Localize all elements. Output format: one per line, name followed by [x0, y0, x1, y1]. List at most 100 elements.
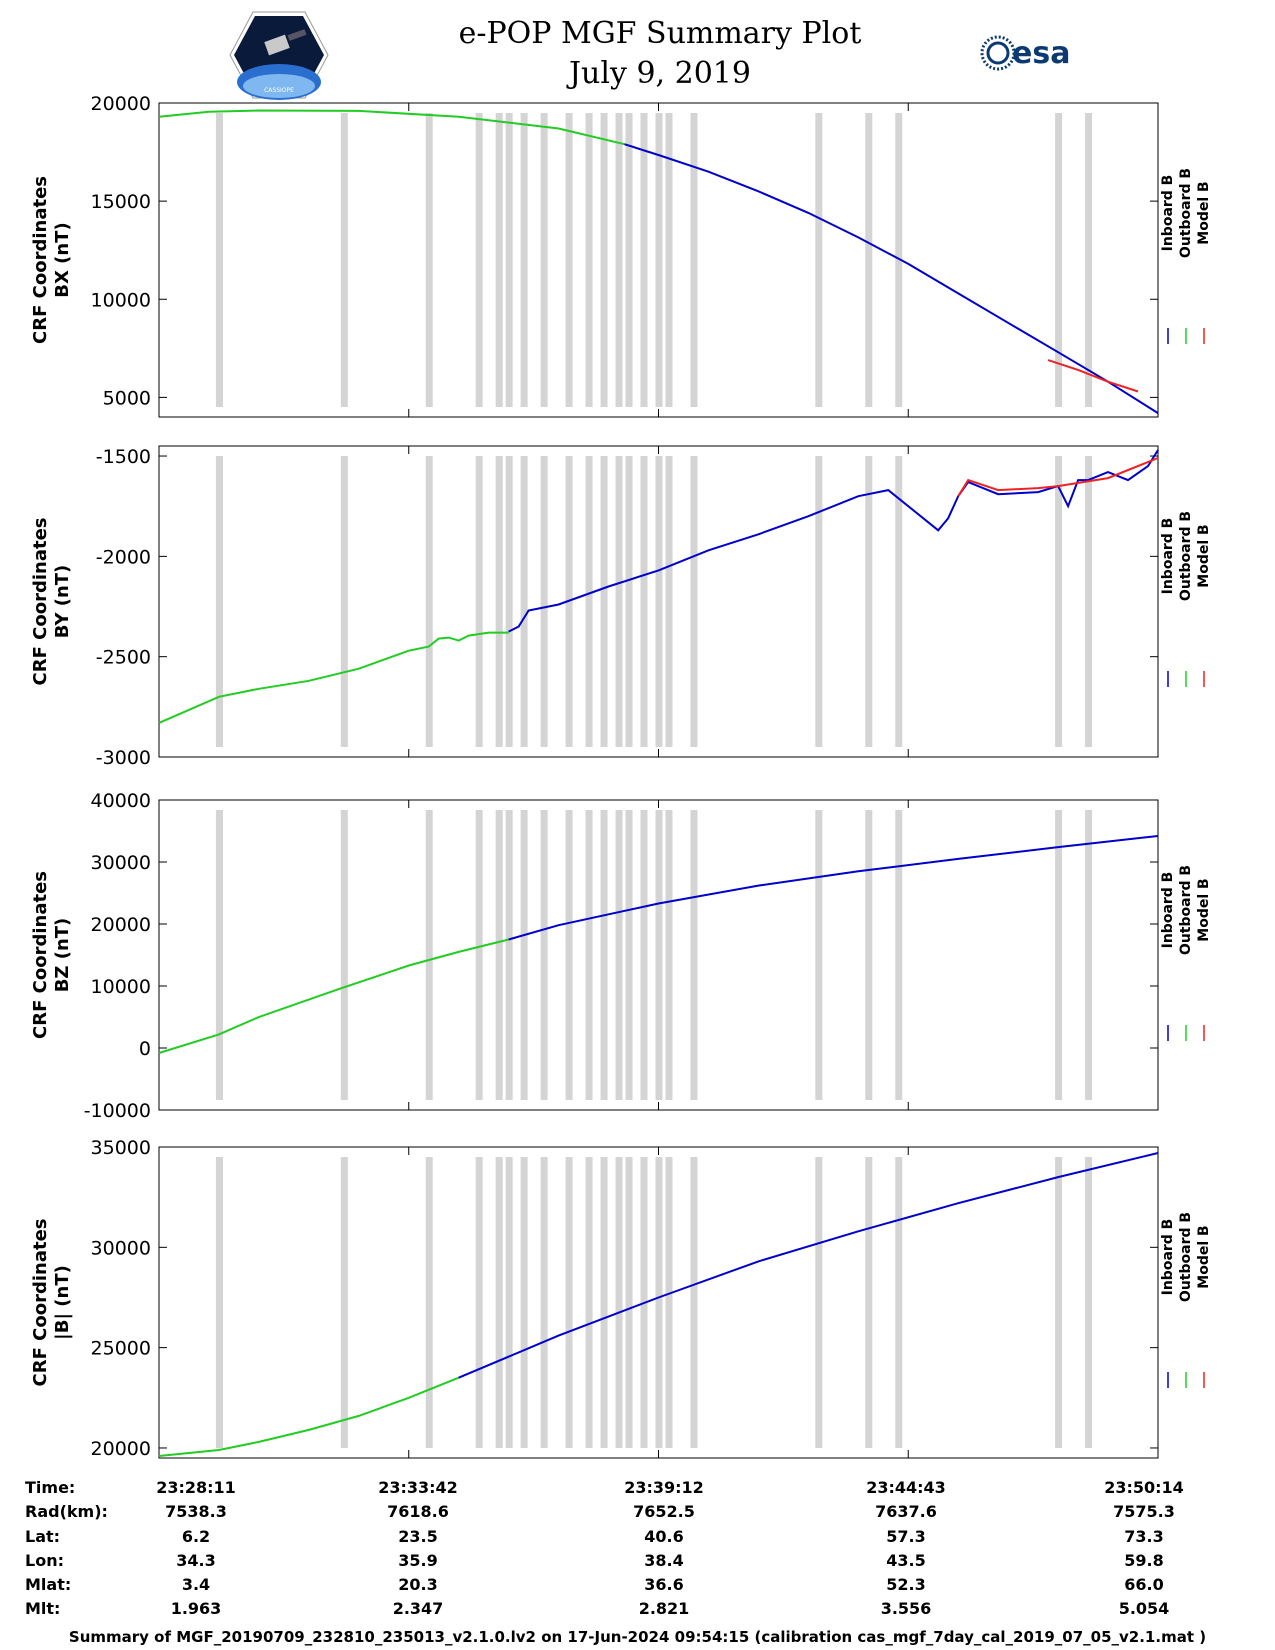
y-axis-label-line-1: CRF Coordinates — [30, 871, 51, 1039]
gap-band — [665, 113, 673, 407]
y-tick-label: -2500 — [96, 647, 151, 669]
gap-band — [665, 810, 673, 1100]
gap-band — [665, 456, 673, 747]
series-line — [158, 631, 509, 724]
gap-band — [655, 810, 663, 1100]
gap-band — [625, 810, 633, 1100]
gap-band — [565, 810, 573, 1100]
gap-band — [540, 810, 548, 1100]
gap-band — [540, 1157, 548, 1448]
y-axis-label-line-1: CRF Coordinates — [30, 176, 51, 344]
y-tick-label: 15000 — [91, 191, 151, 213]
gap-band — [1085, 1157, 1093, 1448]
gap-band — [690, 113, 698, 407]
gap-band — [895, 113, 903, 407]
gap-band — [690, 1157, 698, 1448]
gap-band — [475, 113, 483, 407]
gap-band — [215, 456, 223, 747]
gap-band — [1085, 113, 1093, 407]
legend-entry: Model B — [1196, 524, 1212, 587]
gap-band — [655, 113, 663, 407]
gap-band — [640, 810, 648, 1100]
y-axis-label-line-1: CRF Coordinates — [30, 1219, 51, 1387]
y-tick-label: 30000 — [91, 852, 151, 874]
gap-band — [585, 456, 593, 747]
gap-band — [1055, 810, 1063, 1100]
gap-band — [505, 113, 513, 407]
gap-band — [505, 810, 513, 1100]
gap-band — [1085, 456, 1093, 747]
footer-caption: Summary of MGF_20190709_232810_235013_v2… — [68, 1628, 1207, 1646]
gap-band — [655, 1157, 663, 1448]
gap-band — [215, 113, 223, 407]
gap-band — [895, 456, 903, 747]
gap-band — [565, 1157, 573, 1448]
gap-band — [865, 810, 873, 1100]
gap-band — [625, 1157, 633, 1448]
gap-band — [505, 1157, 513, 1448]
legend-entry: Model B — [1196, 1225, 1212, 1288]
series-line — [957, 457, 1159, 497]
legend-entry: Outboard B — [1178, 1212, 1194, 1302]
gap-band — [690, 456, 698, 747]
gap-band — [600, 810, 608, 1100]
legend-entry: Model B — [1196, 181, 1212, 244]
title-line-2: July 9, 2019 — [569, 56, 751, 91]
logo-left-text: CASSIOPE — [264, 87, 294, 94]
gap-band — [1055, 456, 1063, 747]
gap-band — [615, 810, 623, 1100]
y-axis-label-line-1: CRF Coordinates — [30, 518, 51, 686]
esa-logo: esa — [980, 35, 1070, 71]
gap-band — [215, 1157, 223, 1448]
gap-band — [815, 810, 823, 1100]
gap-band — [600, 1157, 608, 1448]
y-tick-label: -1500 — [96, 446, 151, 468]
gap-band — [425, 1157, 433, 1448]
gap-band — [520, 810, 528, 1100]
y-tick-label: 5000 — [103, 387, 151, 409]
gap-band — [520, 113, 528, 407]
legend-entry: Outboard B — [1178, 865, 1194, 955]
legend-entry: Inboard B — [1160, 872, 1176, 949]
gap-band — [615, 1157, 623, 1448]
legend-entry: Outboard B — [1178, 168, 1194, 258]
y-axis-label-line-2: BZ (nT) — [52, 918, 73, 993]
gap-band — [815, 1157, 823, 1448]
gap-band — [425, 456, 433, 747]
gap-band — [615, 456, 623, 747]
gap-band — [1055, 113, 1063, 407]
series-line — [508, 835, 1159, 941]
gap-band — [425, 113, 433, 407]
gap-band — [495, 1157, 503, 1448]
gap-band — [865, 1157, 873, 1448]
gap-band — [520, 456, 528, 747]
gap-band — [815, 456, 823, 747]
series-line — [458, 1152, 1159, 1379]
cassiope-logo: CASSIOPE — [229, 11, 329, 100]
gap-band — [625, 113, 633, 407]
legend-entry: Inboard B — [1160, 518, 1176, 595]
title-line-1: e-POP MGF Summary Plot — [458, 16, 862, 51]
y-axis-label-line-2: |B| (nT) — [52, 1265, 73, 1340]
y-tick-label: 20000 — [91, 914, 151, 936]
y-tick-label: -2000 — [96, 546, 151, 568]
y-axis-label-line-2: BX (nT) — [52, 222, 73, 297]
gap-band — [475, 456, 483, 747]
series-line — [1047, 359, 1139, 393]
gap-band — [475, 810, 483, 1100]
gap-band — [1085, 810, 1093, 1100]
y-tick-label: 20000 — [91, 93, 151, 115]
series-line — [508, 449, 1159, 633]
gap-band — [625, 456, 633, 747]
y-tick-label: -10000 — [84, 1100, 151, 1122]
gap-band — [505, 456, 513, 747]
series-line — [158, 1376, 460, 1457]
y-tick-label: 40000 — [91, 790, 151, 812]
y-tick-label: 10000 — [91, 289, 151, 311]
gap-band — [585, 113, 593, 407]
gap-band — [815, 113, 823, 407]
y-tick-label: 35000 — [91, 1137, 151, 1159]
series-line — [624, 143, 1159, 414]
gap-band — [495, 113, 503, 407]
gap-band — [600, 113, 608, 407]
